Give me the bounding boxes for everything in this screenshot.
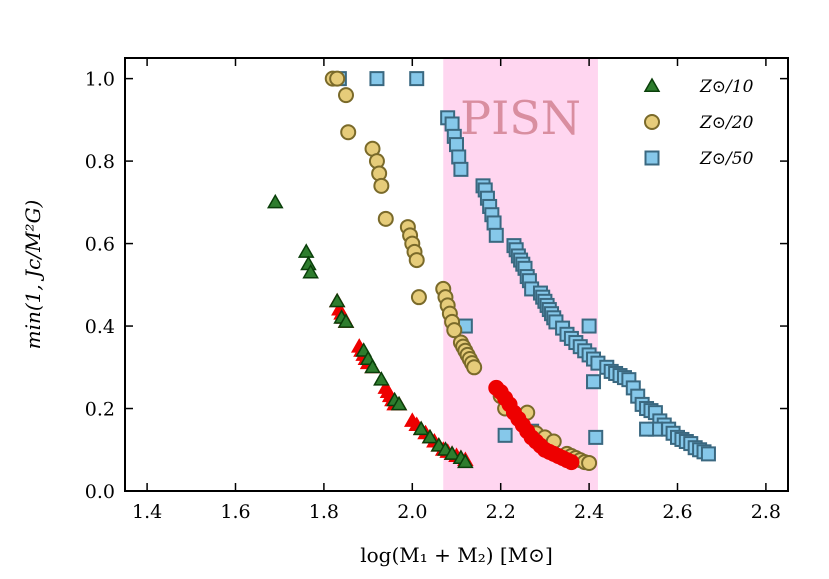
y-tick-label: 0.4: [85, 316, 115, 338]
x-tick-label: 2.6: [662, 501, 692, 523]
y-tick-label: 0.8: [85, 151, 115, 173]
data-point: [409, 71, 425, 87]
y-tick-label: 1.0: [85, 69, 115, 91]
data-point: [451, 149, 467, 165]
data-point: [421, 428, 439, 444]
x-tick-label: 1.4: [132, 501, 162, 523]
data-point: [497, 427, 513, 443]
y-tick-label: 0.0: [85, 481, 115, 503]
x-tick-label: 2.4: [574, 501, 604, 523]
data-point: [373, 371, 390, 386]
x-tick-label: 1.8: [309, 501, 339, 523]
data-point: [639, 421, 655, 437]
legend-label: Z⊙/50: [699, 149, 754, 169]
data-point: [457, 453, 474, 469]
data-point: [453, 161, 469, 177]
data-point: [364, 358, 381, 374]
data-point: [337, 313, 355, 328]
data-point: [369, 71, 385, 87]
y-tick-label: 0.6: [85, 234, 115, 256]
data-point: [486, 215, 502, 231]
data-point: [443, 445, 461, 460]
data-point: [340, 124, 357, 141]
data-point: [586, 374, 602, 390]
data-point: [338, 87, 354, 104]
x-tick-label: 2.8: [751, 501, 781, 523]
data-point: [408, 252, 425, 269]
data-point: [412, 420, 430, 436]
data-point: [300, 255, 317, 271]
legend-marker: [643, 77, 661, 92]
data-point: [297, 243, 315, 258]
x-tick-label: 2.2: [486, 501, 516, 523]
legend: Z⊙/10 Z⊙/20 Z⊙/50: [643, 77, 754, 169]
data-point: [563, 454, 580, 471]
data-point: [446, 322, 463, 339]
data-point: [410, 289, 427, 306]
legend-label: Z⊙/10: [699, 77, 754, 97]
legend-marker: [644, 114, 660, 130]
pisn-label: PISN: [460, 91, 581, 145]
data-point: [377, 210, 394, 227]
data-point: [488, 227, 504, 243]
legend-marker: [644, 150, 660, 166]
legend-label: Z⊙/20: [699, 113, 754, 133]
data-point: [329, 70, 346, 87]
data-point: [581, 318, 597, 334]
data-point: [588, 429, 604, 445]
data-point: [328, 292, 346, 308]
data-point: [444, 116, 460, 132]
series-0: [266, 193, 474, 469]
data-point: [700, 446, 716, 462]
data-point: [266, 193, 284, 209]
data-point: [449, 137, 464, 153]
series-4: [331, 71, 716, 464]
data-point: [466, 359, 483, 376]
y-axis-title: min(1, Jc/M²G): [21, 200, 45, 350]
data-point: [302, 263, 319, 279]
x-tick-label: 2.0: [397, 501, 427, 523]
axis-ticks: 1.4 1.6 1.8 2.0 2.2 2.4 2.6 2.8 0.0 0.2 0.4 0.6 0.8 1…: [85, 58, 788, 523]
series-2: [488, 379, 580, 471]
x-axis-title: log(M₁ + M₂) [M⊙]: [360, 543, 553, 567]
data-point: [390, 395, 408, 411]
data-points: [266, 70, 716, 471]
y-tick-label: 0.2: [85, 399, 115, 421]
plot-frame: [124, 57, 789, 492]
data-point: [373, 177, 390, 194]
x-tick-label: 1.6: [220, 501, 250, 523]
data-point: [581, 454, 598, 471]
